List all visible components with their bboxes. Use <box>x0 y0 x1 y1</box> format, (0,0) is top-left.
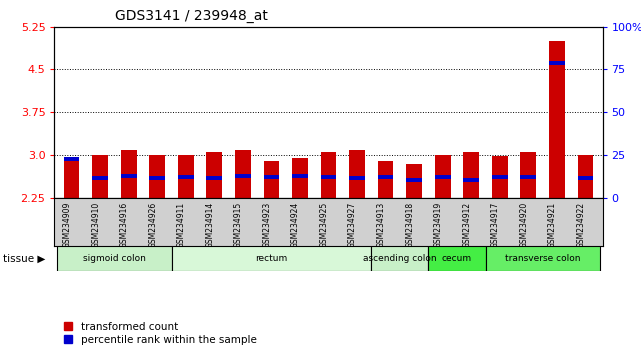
Text: sigmoid colon: sigmoid colon <box>83 254 146 263</box>
Bar <box>578 155 594 198</box>
Bar <box>92 177 108 181</box>
Text: cecum: cecum <box>442 254 472 263</box>
Bar <box>492 156 508 198</box>
Bar <box>549 41 565 198</box>
Text: GSM234927: GSM234927 <box>348 202 357 248</box>
Text: GDS3141 / 239948_at: GDS3141 / 239948_at <box>115 9 268 23</box>
Bar <box>63 157 79 161</box>
Text: GSM234916: GSM234916 <box>120 202 129 248</box>
Text: GSM234917: GSM234917 <box>491 202 500 248</box>
Bar <box>371 246 428 271</box>
Text: GSM234911: GSM234911 <box>177 202 186 248</box>
Bar <box>235 173 251 178</box>
Text: GSM234921: GSM234921 <box>548 202 557 248</box>
Text: GSM234910: GSM234910 <box>91 202 100 248</box>
Text: GSM234919: GSM234919 <box>434 202 443 248</box>
Text: GSM234925: GSM234925 <box>319 202 328 248</box>
Bar <box>178 155 194 198</box>
Bar <box>92 155 108 198</box>
Bar <box>57 246 172 271</box>
Bar <box>378 175 394 179</box>
Bar <box>178 175 194 179</box>
Bar <box>121 150 137 198</box>
Bar <box>520 152 536 198</box>
Bar <box>485 246 600 271</box>
Text: GSM234913: GSM234913 <box>377 202 386 248</box>
Bar <box>320 175 337 179</box>
Bar <box>121 173 137 178</box>
Bar <box>172 246 371 271</box>
Bar <box>428 246 485 271</box>
Bar <box>263 175 279 179</box>
Legend: transformed count, percentile rank within the sample: transformed count, percentile rank withi… <box>60 317 261 349</box>
Bar <box>292 173 308 178</box>
Bar <box>463 178 479 182</box>
Bar <box>378 161 394 198</box>
Text: GSM234912: GSM234912 <box>462 202 471 248</box>
Text: transverse colon: transverse colon <box>505 254 580 263</box>
Text: GSM234920: GSM234920 <box>519 202 528 248</box>
Text: rectum: rectum <box>255 254 288 263</box>
Bar <box>149 155 165 198</box>
Bar <box>292 158 308 198</box>
Text: GSM234915: GSM234915 <box>234 202 243 248</box>
Bar <box>549 61 565 65</box>
Text: tissue ▶: tissue ▶ <box>3 253 46 263</box>
Bar <box>435 175 451 179</box>
Bar <box>63 158 79 198</box>
Bar <box>206 177 222 181</box>
Bar <box>578 177 594 181</box>
Bar <box>435 155 451 198</box>
Bar <box>320 152 337 198</box>
Bar <box>406 164 422 198</box>
Bar <box>263 161 279 198</box>
Text: ascending colon: ascending colon <box>363 254 437 263</box>
Bar <box>235 150 251 198</box>
Text: GSM234924: GSM234924 <box>291 202 300 248</box>
Bar <box>406 178 422 182</box>
Bar <box>520 175 536 179</box>
Bar <box>206 153 222 198</box>
Text: GSM234914: GSM234914 <box>205 202 214 248</box>
Bar <box>349 177 365 181</box>
Text: GSM234922: GSM234922 <box>576 202 585 248</box>
Text: GSM234926: GSM234926 <box>148 202 157 248</box>
Bar <box>349 150 365 198</box>
Bar <box>463 153 479 198</box>
Text: GSM234918: GSM234918 <box>405 202 414 248</box>
Bar <box>492 175 508 179</box>
Text: GSM234923: GSM234923 <box>262 202 271 248</box>
Bar <box>149 177 165 181</box>
Text: GSM234909: GSM234909 <box>63 202 72 249</box>
